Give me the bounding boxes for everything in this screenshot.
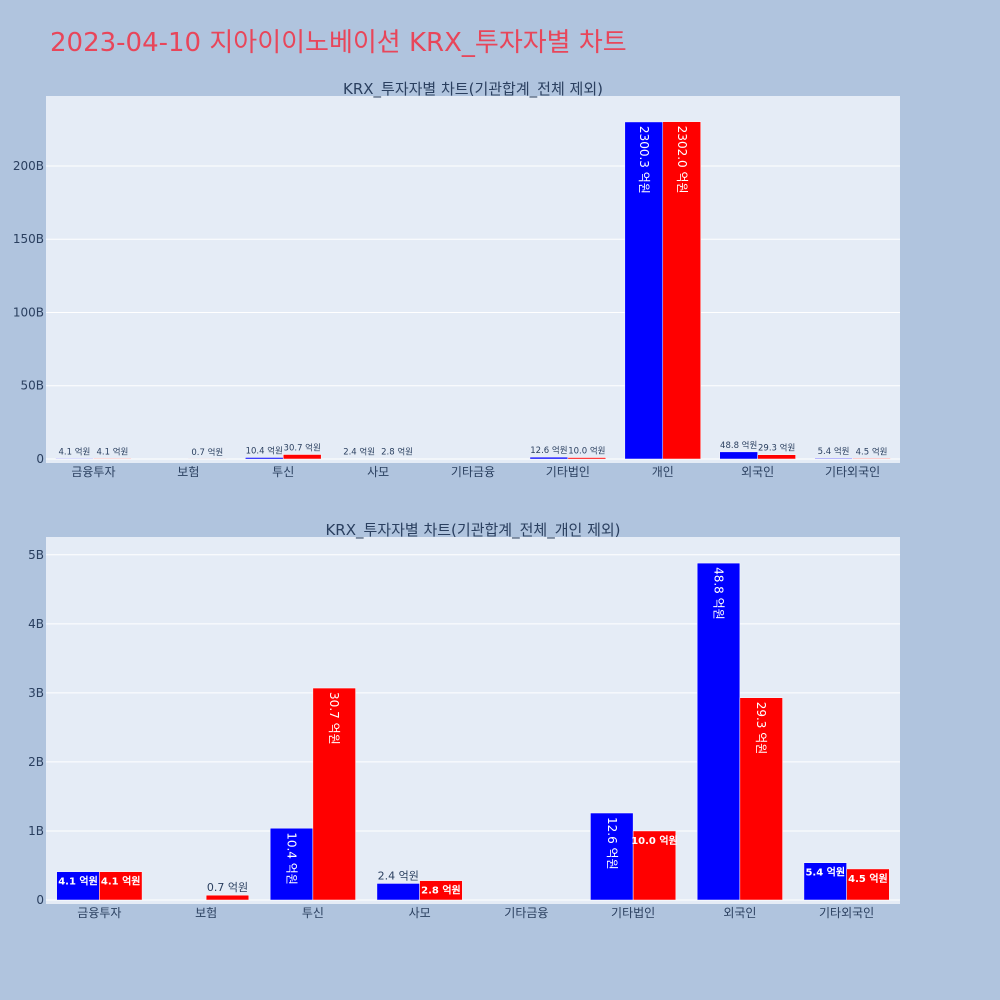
x-tick-label: 투신: [302, 906, 324, 920]
bar: [590, 812, 634, 901]
y-tick-label: 0: [36, 452, 44, 466]
x-tick-label: 사모: [367, 465, 389, 479]
y-tick-label: 1B: [28, 824, 44, 838]
bar: [852, 458, 891, 460]
bar: [567, 457, 607, 460]
data-label: 2.4 억원: [343, 447, 375, 458]
data-label: 4.1 억원: [96, 446, 128, 457]
chart-1: 0 50B 100B 150B 200B KRX_투자자별 차트(기관합계_전체 제외) 금…: [13, 80, 900, 479]
y-tick-label: 50B: [20, 379, 44, 393]
x-tick-label: 보험: [195, 906, 217, 920]
x-tick-label: 금융투자: [77, 906, 121, 920]
y-tick-label: 2B: [28, 755, 44, 769]
data-label: 2.4 억원: [378, 869, 419, 882]
x-tick-label: 외국인: [723, 906, 756, 920]
y-tick-label: 4B: [28, 617, 44, 631]
bar: [56, 871, 100, 901]
bar: [312, 687, 356, 901]
y-tick-label: 5B: [28, 548, 44, 562]
data-label: 4.1 억원: [101, 875, 141, 888]
x-tick-label: 개인: [652, 465, 674, 479]
data-label: 2.8 억원: [381, 447, 413, 458]
bar: [632, 830, 677, 901]
data-label: 12.6 억원: [530, 445, 567, 456]
bar: [205, 894, 250, 901]
y-tick-label: 150B: [13, 232, 44, 246]
chart-title: KRX_투자자별 차트(기관합계_전체_개인 제외): [325, 521, 620, 540]
chart-2: 0 1B 2B 3B 4B 5B KRX_투자자별 차트(기관합계_전체_개인 제외) 금융투…: [28, 521, 900, 920]
x-tick-label: 기타금융: [451, 465, 495, 479]
data-label: 0.7 억원: [191, 447, 223, 458]
bar: [269, 827, 314, 901]
data-label: 48.8 억원: [720, 440, 757, 451]
data-label: 2300.3 억원: [637, 126, 651, 194]
data-label: 5.4 억원: [805, 866, 845, 879]
x-tick-label: 사모: [409, 906, 431, 920]
bar: [376, 883, 420, 901]
data-label: 30.7 억원: [327, 692, 341, 745]
data-label: 10.0 억원: [631, 834, 678, 847]
data-label: 10.4 억원: [246, 445, 283, 456]
data-label: 2.8 억원: [421, 884, 461, 897]
bar: [662, 121, 701, 460]
x-tick-label: 외국인: [741, 465, 774, 479]
data-label: 4.5 억원: [848, 872, 888, 885]
bar: [99, 871, 143, 901]
data-label: 29.3 억원: [758, 443, 795, 454]
x-tick-label: 기타금융: [504, 906, 548, 920]
x-tick-label: 금융투자: [71, 465, 115, 479]
y-tick-label: 200B: [13, 159, 44, 173]
page-title: 2023-04-10 지아이이노베이션 KRX_투자자별 차트: [50, 28, 627, 58]
plot-background: [46, 96, 900, 463]
data-label: 4.5 억원: [856, 446, 888, 457]
bar: [696, 562, 741, 901]
bar: [624, 121, 664, 460]
bar: [846, 868, 890, 901]
data-label: 4.1 억원: [59, 446, 91, 457]
x-tick-label: 기타외국인: [819, 906, 874, 920]
data-label: 30.7 억원: [284, 443, 321, 454]
data-label: 29.3 억원: [754, 702, 768, 755]
x-tick-label: 보험: [177, 465, 199, 479]
data-label: 0.7 억원: [207, 881, 248, 894]
x-tick-label: 기타법인: [546, 465, 590, 479]
data-label: 10.4 억원: [285, 832, 299, 885]
y-tick-label: 3B: [28, 686, 44, 700]
x-tick-label: 투신: [272, 465, 294, 479]
data-label: 10.0 억원: [568, 446, 605, 457]
data-label: 48.8 억원: [712, 567, 726, 620]
x-tick-label: 기타법인: [611, 906, 655, 920]
bar: [93, 458, 132, 460]
bar: [803, 862, 847, 901]
data-label: 12.6 억원: [605, 817, 619, 870]
data-label: 5.4 억원: [818, 446, 850, 457]
y-tick-label: 100B: [13, 305, 44, 319]
bar: [282, 454, 322, 460]
x-tick-label: 기타외국인: [825, 465, 880, 479]
data-label: 4.1 억원: [58, 875, 98, 888]
chart-title: KRX_투자자별 차트(기관합계_전체 제외): [343, 80, 603, 99]
y-tick-label: 0: [36, 893, 44, 907]
bar: [419, 880, 463, 901]
data-label: 2302.0 억원: [675, 126, 689, 194]
bar: [757, 454, 796, 460]
bar: [739, 697, 783, 901]
